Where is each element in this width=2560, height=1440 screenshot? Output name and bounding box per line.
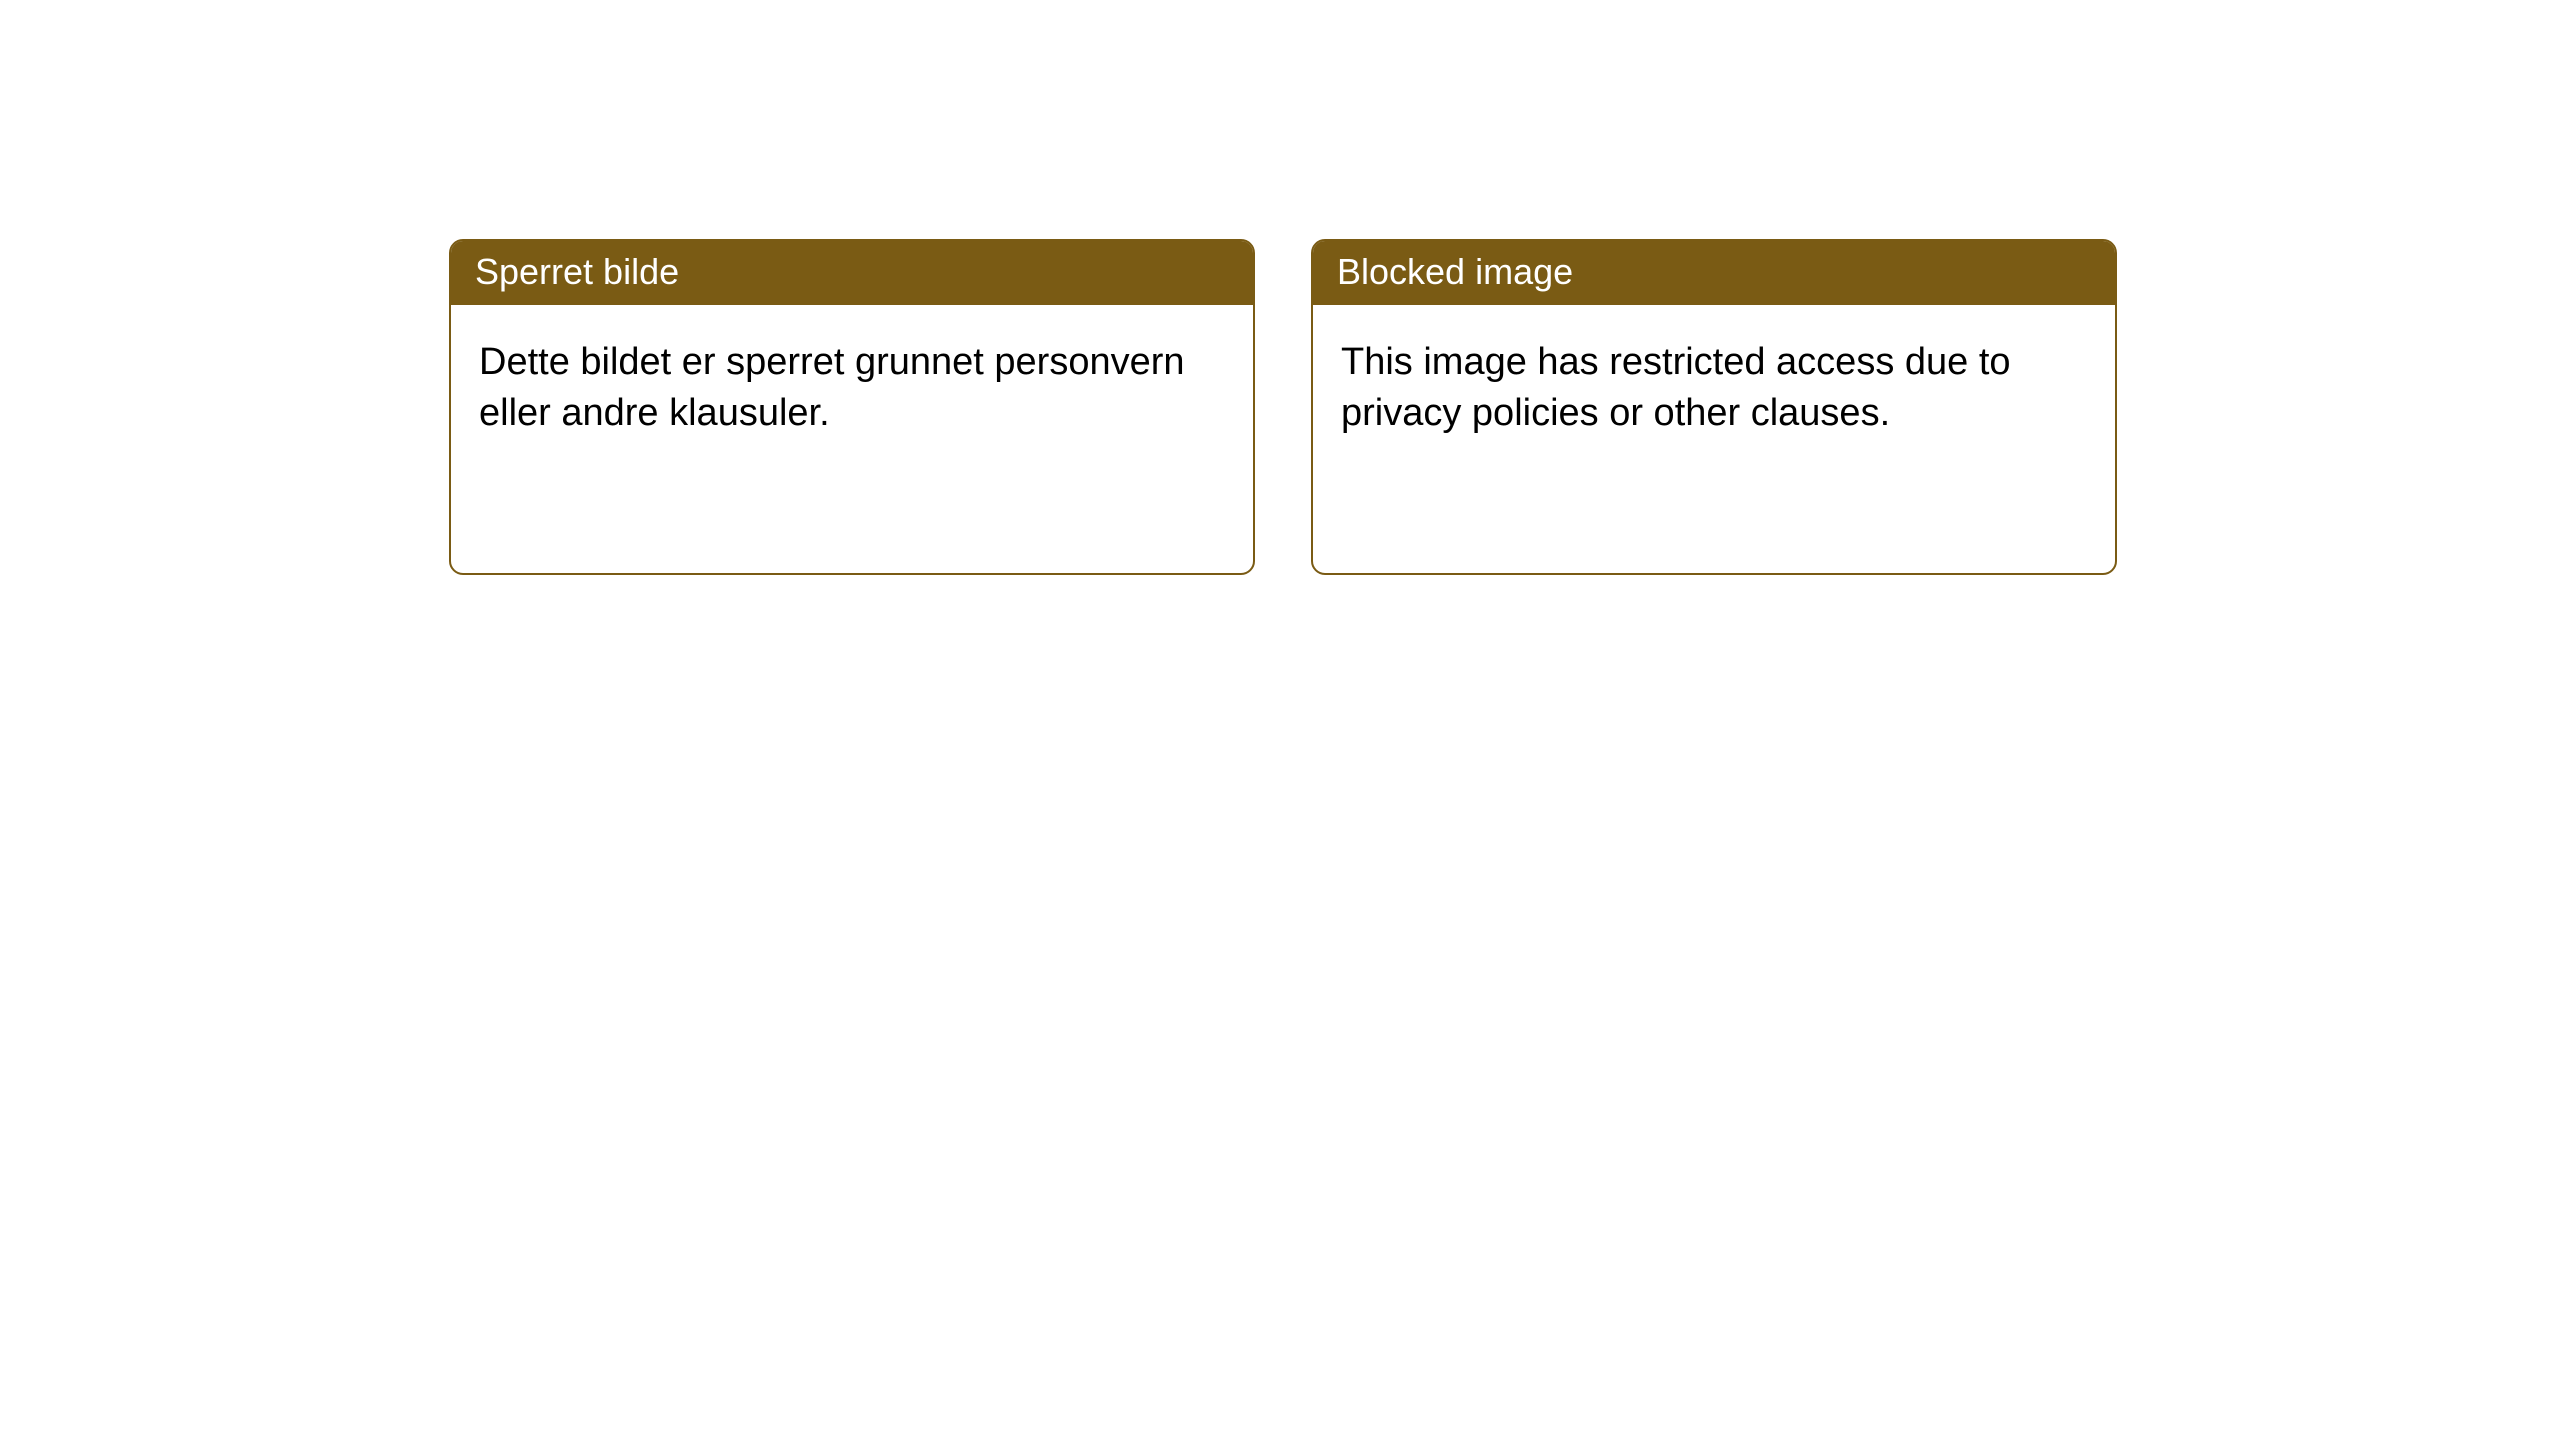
- notice-title-norwegian: Sperret bilde: [451, 241, 1253, 305]
- notice-title-english: Blocked image: [1313, 241, 2115, 305]
- notices-container: Sperret bilde Dette bildet er sperret gr…: [449, 239, 2117, 575]
- notice-body-english: This image has restricted access due to …: [1313, 305, 2115, 472]
- notice-box-norwegian: Sperret bilde Dette bildet er sperret gr…: [449, 239, 1255, 575]
- notice-body-norwegian: Dette bildet er sperret grunnet personve…: [451, 305, 1253, 472]
- notice-box-english: Blocked image This image has restricted …: [1311, 239, 2117, 575]
